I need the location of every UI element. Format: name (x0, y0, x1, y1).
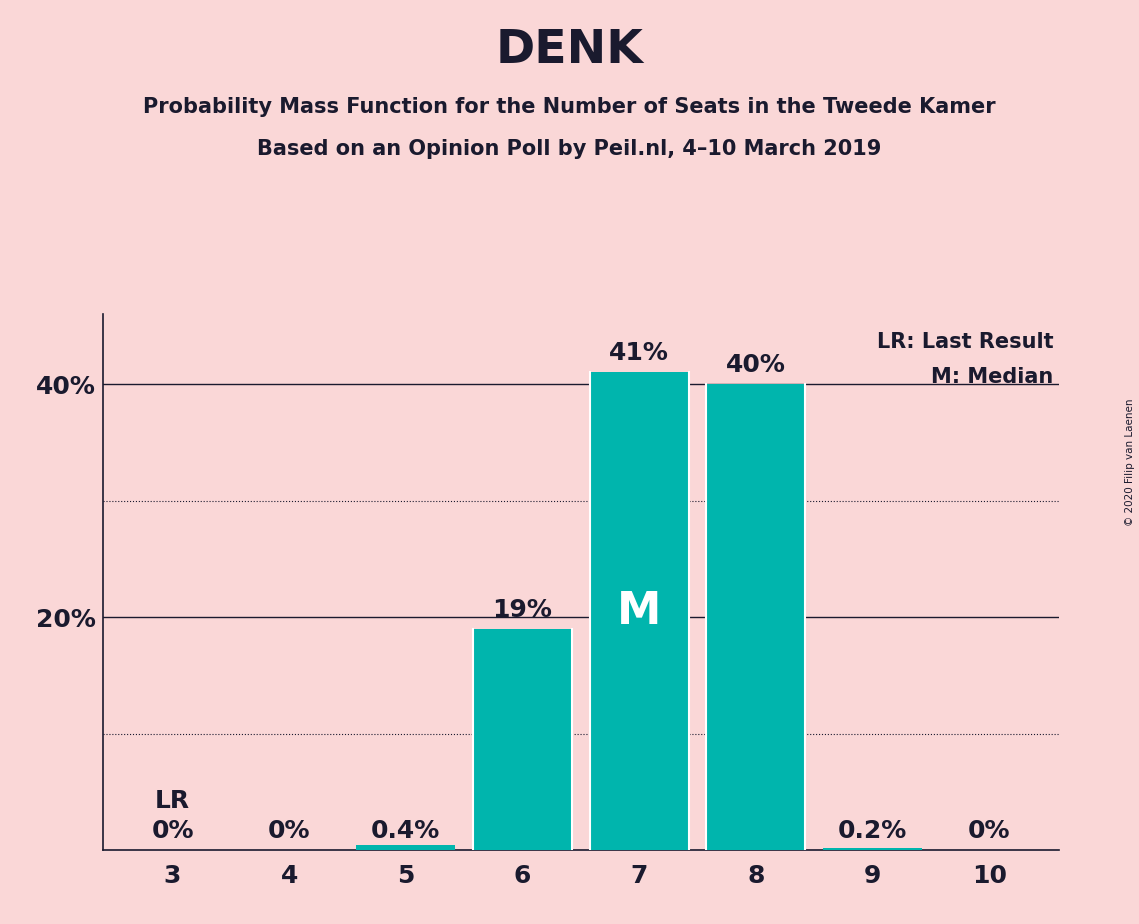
Text: 0%: 0% (151, 819, 194, 843)
Bar (706, 384, 805, 850)
Text: 0.2%: 0.2% (838, 819, 907, 843)
Bar (357, 845, 456, 850)
Text: 0.4%: 0.4% (371, 819, 441, 843)
Bar (590, 372, 689, 850)
Text: 40%: 40% (726, 353, 786, 377)
Text: © 2020 Filip van Laenen: © 2020 Filip van Laenen (1125, 398, 1134, 526)
Text: 0%: 0% (268, 819, 311, 843)
Text: M: M (617, 590, 662, 633)
Text: LR: LR (155, 789, 190, 813)
Bar (473, 628, 572, 850)
Text: 19%: 19% (492, 598, 552, 622)
Text: DENK: DENK (495, 28, 644, 73)
Text: 0%: 0% (968, 819, 1010, 843)
Text: M: Median: M: Median (932, 367, 1054, 386)
Text: Based on an Opinion Poll by Peil.nl, 4–10 March 2019: Based on an Opinion Poll by Peil.nl, 4–1… (257, 139, 882, 159)
Bar (823, 847, 923, 850)
Text: Probability Mass Function for the Number of Seats in the Tweede Kamer: Probability Mass Function for the Number… (144, 97, 995, 117)
Text: LR: Last Result: LR: Last Result (877, 332, 1054, 352)
Text: 41%: 41% (609, 342, 670, 365)
